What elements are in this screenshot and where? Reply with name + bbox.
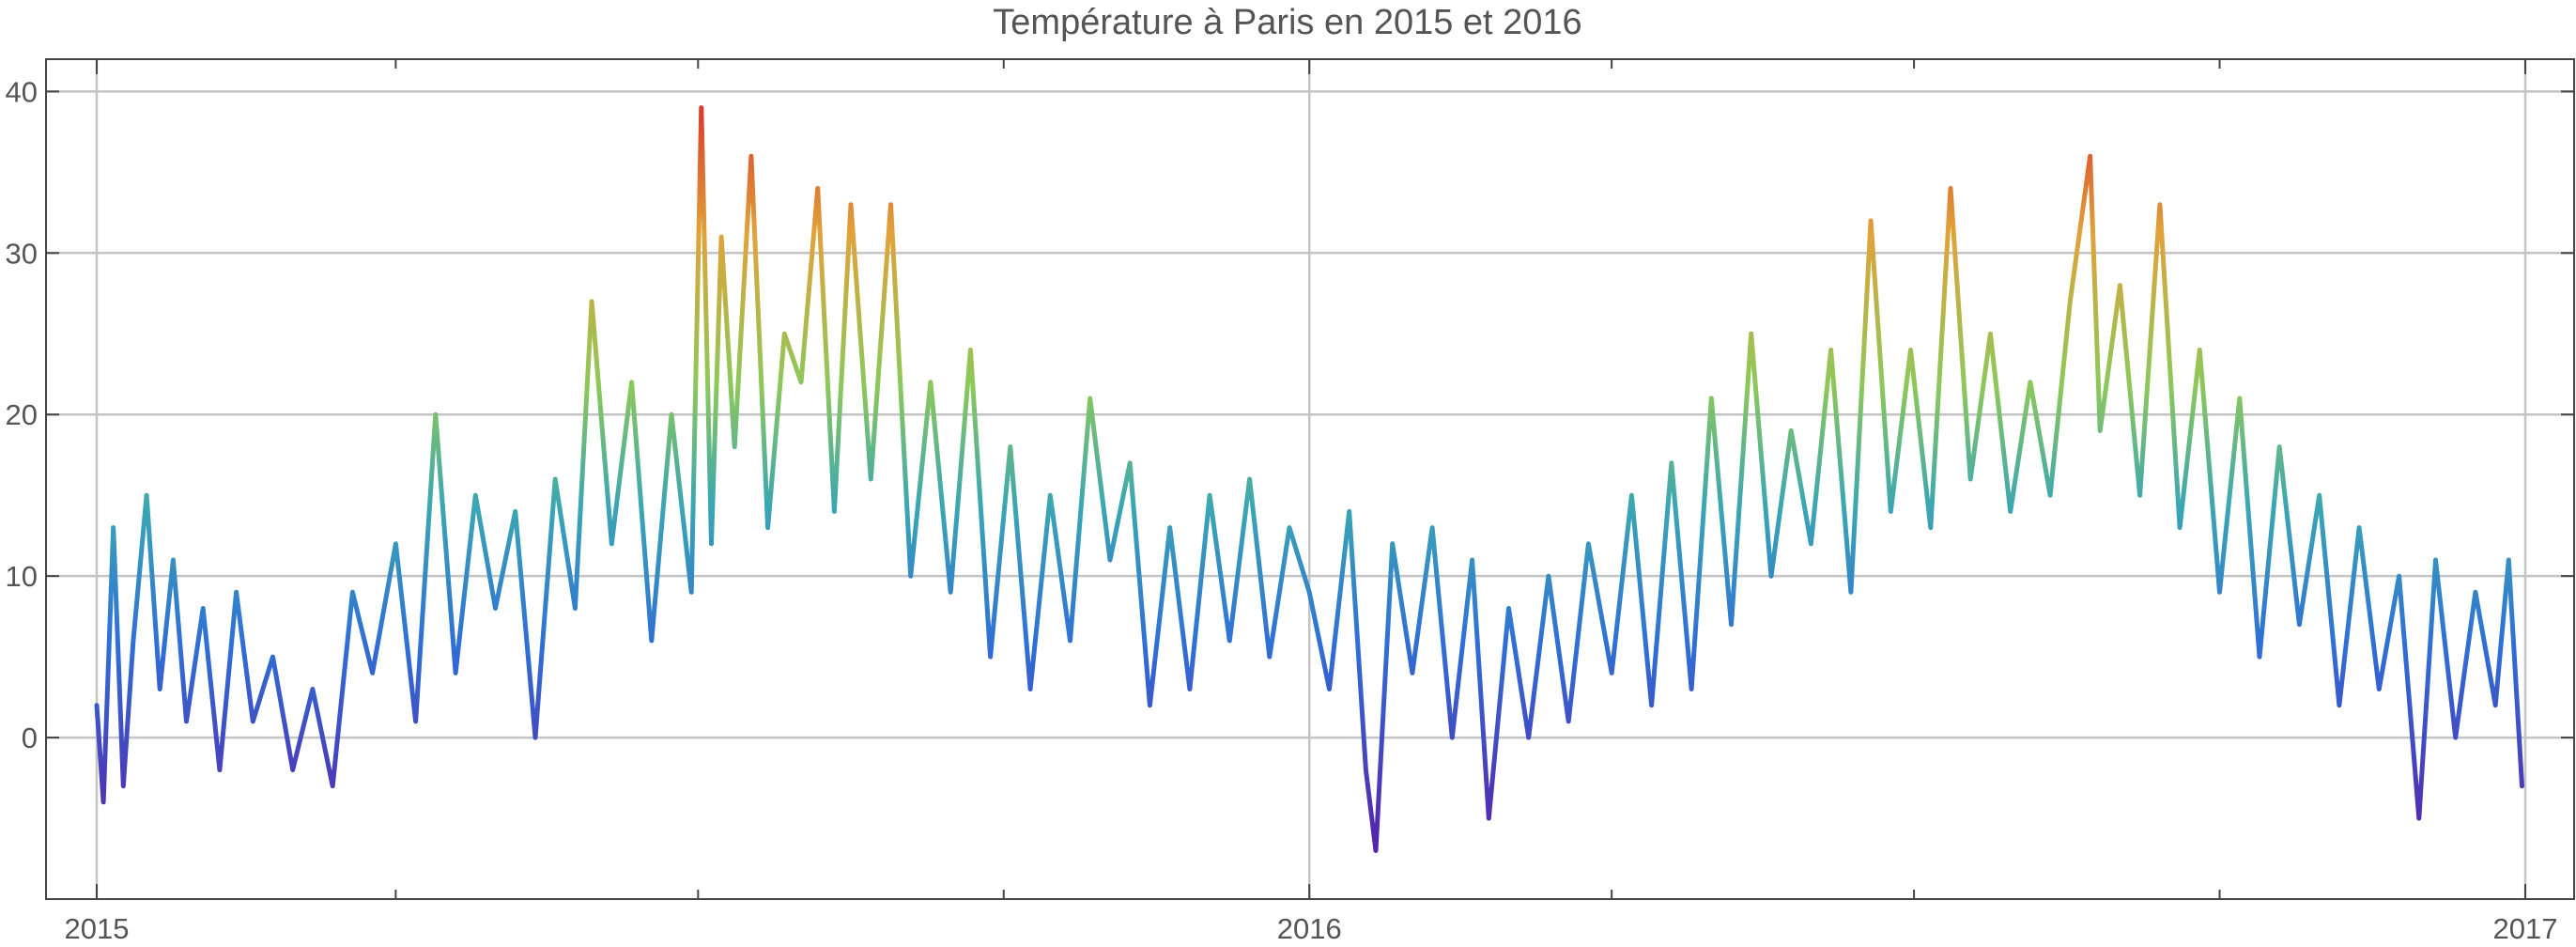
chart-title: Température à Paris en 2015 et 2016 [993,3,1581,42]
y-tick-label: 0 [22,722,38,754]
x-axis-tick-labels: 2015 2016 2017 [65,912,2558,945]
y-tick-label: 10 [6,560,38,593]
y-tick-label: 30 [6,237,38,270]
axis-ticks [46,59,2574,899]
grid-lines [46,59,2574,899]
y-axis-tick-labels: 0 10 20 30 40 [6,75,38,754]
y-tick-label: 20 [6,398,38,431]
temperature-line [94,105,2524,853]
x-tick-label: 2015 [65,912,130,945]
x-tick-label: 2017 [2493,912,2558,945]
series-layer [94,105,2524,853]
x-tick-label: 2016 [1277,912,1342,945]
y-tick-label: 40 [6,75,38,108]
